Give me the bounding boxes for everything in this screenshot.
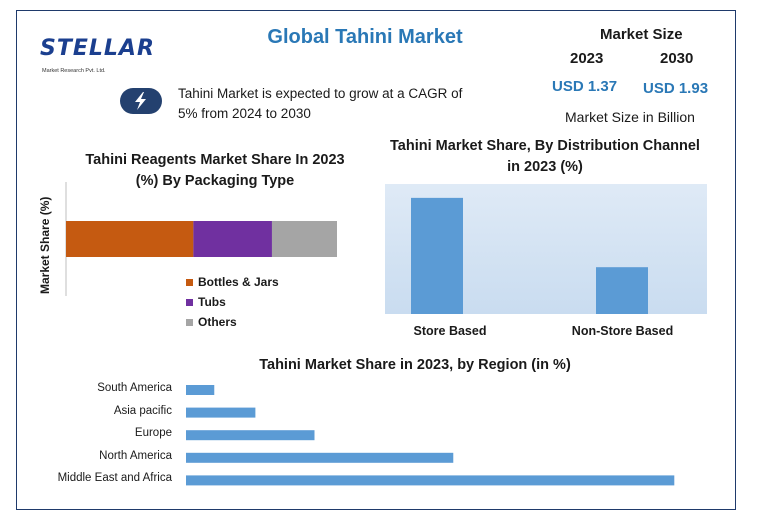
- packaging-bar-segment: [193, 221, 272, 257]
- packaging-bar-segment: [271, 221, 337, 257]
- legend-label-tubs: Tubs: [198, 295, 226, 309]
- legend-item-bottles: Bottles & Jars: [186, 272, 279, 292]
- market-size-year-2030: 2030: [660, 50, 694, 67]
- region-bar: [186, 385, 215, 395]
- region-category-label: Europe: [134, 427, 172, 440]
- market-size-value-2023: USD 1.37: [552, 78, 618, 95]
- legend-item-others: Others: [186, 312, 279, 332]
- legend-label-others: Others: [198, 315, 237, 329]
- market-size-year-2023: 2023: [570, 50, 604, 67]
- region-bar: [186, 452, 454, 463]
- region-category-label: North America: [99, 449, 172, 462]
- logo-subtext: Market Research Pvt. Ltd.: [42, 68, 106, 74]
- cagr-text: Tahini Market is expected to grow at a C…: [178, 86, 463, 121]
- region-bar: [186, 407, 256, 418]
- market-size-value-2030: USD 1.93: [643, 80, 709, 97]
- distribution-category-label: Store Based: [413, 324, 487, 338]
- region-category-label: Asia pacific: [113, 404, 172, 417]
- legend-swatch-others: [186, 318, 193, 326]
- distribution-bar: [411, 197, 463, 314]
- lightning-bolt-glyph: [135, 92, 146, 110]
- stellar-logo: STELLAR Market Research Pvt. Ltd.: [40, 36, 154, 82]
- lightning-bolt-icon: [120, 88, 162, 114]
- infographic-frame: [16, 10, 736, 510]
- market-size-unit: Market Size in Billion: [565, 109, 695, 125]
- legend-swatch-bottles: [186, 278, 193, 286]
- region-chart-title: Tahini Market Share in 2023, by Region (…: [259, 357, 571, 373]
- distribution-bar: [596, 267, 648, 314]
- distribution-category-label: Non-Store Based: [571, 324, 674, 338]
- page-title: Global Tahini Market: [267, 26, 463, 48]
- market-size-title: Market Size: [600, 26, 683, 43]
- legend-swatch-tubs: [186, 298, 193, 306]
- distribution-chart-title: Tahini Market Share, By Distribution Cha…: [390, 138, 700, 175]
- packaging-bar-segment: [66, 221, 194, 257]
- logo-text: STELLAR: [40, 36, 155, 61]
- legend-item-tubs: Tubs: [186, 292, 279, 312]
- region-category-label: South America: [97, 382, 172, 394]
- region-category-label: Middle East and Africa: [57, 472, 172, 485]
- region-bar: [186, 430, 315, 441]
- region-bar: [186, 475, 675, 486]
- packaging-chart-legend: Bottles & Jars Tubs Others: [186, 272, 279, 332]
- packaging-chart-title: Tahini Reagents Market Share In 2023 (%)…: [85, 152, 345, 189]
- legend-label-bottles: Bottles & Jars: [198, 275, 279, 289]
